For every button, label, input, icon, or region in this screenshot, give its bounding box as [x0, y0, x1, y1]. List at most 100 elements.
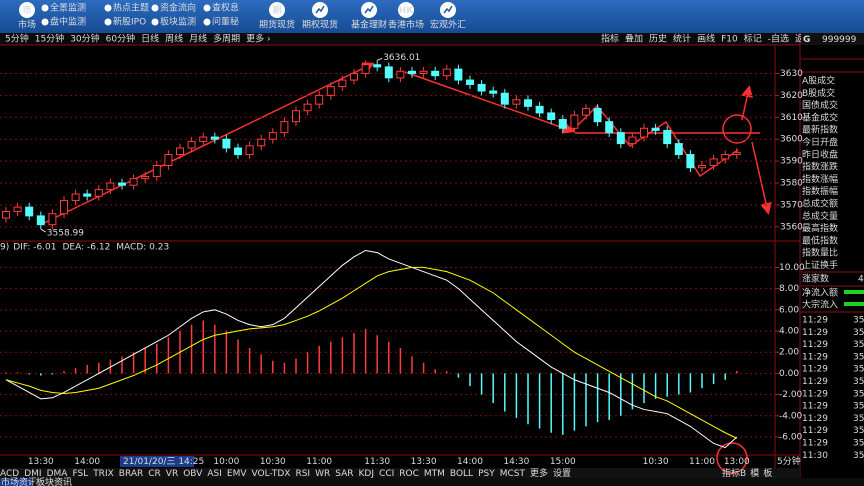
- news-tab[interactable]: 板块资讯: [36, 476, 72, 486]
- tool-button[interactable]: 标记: [744, 33, 762, 45]
- tool-button[interactable]: 画线: [697, 33, 715, 45]
- candle-body: [25, 206, 34, 217]
- toolbar-glyph: [364, 5, 374, 14]
- candle-body: [605, 121, 614, 134]
- period-tab[interactable]: 多周期: [213, 33, 240, 45]
- indicator-tab[interactable]: CCI: [379, 469, 394, 479]
- tick-time: 11:30: [802, 451, 828, 461]
- indicator-tab[interactable]: PSY: [478, 469, 495, 479]
- period-tab[interactable]: 60分钟: [106, 33, 135, 45]
- candle-body: [593, 108, 602, 123]
- period-tab[interactable]: 30分钟: [70, 33, 99, 45]
- indicator-tab[interactable]: 设置: [553, 468, 571, 479]
- indicator-tab[interactable]: TRIX: [92, 469, 114, 479]
- indicator-tab[interactable]: BRAR: [119, 469, 143, 479]
- toolbar-item[interactable]: 热点主题: [113, 2, 149, 14]
- indicator-tab[interactable]: SAR: [335, 469, 353, 479]
- toolbar-label[interactable]: 基金理财: [351, 19, 387, 31]
- period-tab[interactable]: 月线: [189, 33, 207, 45]
- toolbar-label[interactable]: 宏观外汇: [430, 19, 466, 31]
- flow-bar: [844, 290, 864, 294]
- indicator-tab[interactable]: MTM: [424, 469, 445, 479]
- indicator-tab[interactable]: MCST: [500, 469, 526, 479]
- toolbar-item[interactable]: 新股IPO: [113, 16, 146, 28]
- toolbar-icon-text: 期: [272, 4, 281, 16]
- toolbar-item[interactable]: 问董秘: [212, 16, 239, 28]
- indicator-tab[interactable]: WR: [315, 469, 330, 479]
- candle-body: [408, 70, 416, 74]
- candle-body: [350, 72, 358, 81]
- toolbar-item[interactable]: 资金流向: [160, 2, 196, 14]
- candle-body: [36, 215, 45, 226]
- toolbar-small-icon: [41, 18, 49, 26]
- indicator-tab[interactable]: FSL: [72, 469, 88, 479]
- indicator-tab[interactable]: ROC: [399, 469, 419, 479]
- tick-value: 35: [853, 365, 864, 375]
- stat-label: 上证换手: [802, 259, 838, 271]
- template-tab[interactable]: 指标B: [722, 467, 746, 479]
- toolbar-item[interactable]: 盘中监测: [50, 16, 86, 28]
- indicator-tab[interactable]: KDJ: [359, 469, 375, 479]
- template-tab[interactable]: 模: [750, 468, 759, 479]
- toolbar-label[interactable]: 市场: [18, 19, 36, 31]
- indicator-header: 9): [0, 243, 9, 253]
- toolbar-item[interactable]: 查权息: [212, 2, 239, 14]
- indicator-tab[interactable]: DMI: [24, 469, 41, 479]
- toolbar-glyph: [443, 5, 453, 14]
- toolbar-small-icon: [104, 4, 112, 12]
- candle-body: [384, 66, 393, 79]
- tool-button[interactable]: 叠加: [625, 34, 643, 45]
- y-tick-label: 0.00: [779, 369, 799, 379]
- indicator-bar-bg: [0, 468, 800, 478]
- indicator-tab[interactable]: CR: [148, 469, 161, 479]
- toolbar-label[interactable]: 香港市场: [388, 19, 424, 31]
- tool-button[interactable]: 历史: [649, 33, 667, 45]
- y-tick-label: -6.00: [779, 432, 803, 442]
- news-tab[interactable]: 市场资讯: [1, 476, 37, 486]
- indicator-tab[interactable]: 更多: [530, 467, 548, 479]
- tool-button[interactable]: 统计: [673, 33, 691, 45]
- code-prefix: G: [803, 35, 810, 45]
- toolbar-item[interactable]: 板块监测: [160, 16, 196, 28]
- indicator-tab[interactable]: VR: [166, 469, 178, 479]
- extreme-pointer: [40, 228, 47, 233]
- tool-button[interactable]: F10: [721, 35, 738, 45]
- candle-body: [442, 68, 451, 77]
- candle-body: [570, 114, 579, 129]
- toolbar-bg: [0, 0, 864, 33]
- period-tab[interactable]: 周线: [165, 33, 183, 45]
- stat-label: 指数量比: [802, 247, 838, 259]
- tick-value: 35: [853, 316, 864, 326]
- indicator-tab[interactable]: OBV: [183, 469, 203, 479]
- toolbar-label[interactable]: 期权现货: [302, 19, 338, 31]
- indicator-tab[interactable]: ACD: [0, 469, 19, 479]
- tool-button[interactable]: 指标: [601, 33, 619, 45]
- candle-body: [234, 147, 242, 156]
- period-tab[interactable]: 5分钟: [5, 33, 29, 45]
- template-tab[interactable]: 板: [763, 467, 772, 479]
- candle-body: [686, 154, 695, 169]
- candle-body: [489, 90, 498, 94]
- y-tick-label: -4.00: [779, 411, 803, 421]
- stat-label: 最低指数: [802, 234, 838, 246]
- legend-label: DEA: -6.12: [63, 243, 111, 253]
- candle-body: [512, 99, 521, 105]
- legend-label: DIF: -6.01: [13, 243, 56, 253]
- period-tab[interactable]: 15分钟: [35, 33, 64, 45]
- indicator-tab[interactable]: BOLL: [450, 469, 473, 479]
- indicator-tab[interactable]: RSI: [295, 469, 310, 479]
- period-tab[interactable]: 更多 ›: [246, 33, 270, 45]
- period-tab[interactable]: 日线: [141, 33, 159, 45]
- indicator-tab[interactable]: ASI: [207, 469, 222, 479]
- toolbar-icon-text[interactable]: 市: [22, 4, 31, 16]
- indicator-tab[interactable]: VOL-TDX: [252, 469, 291, 479]
- candle-body: [152, 165, 161, 177]
- indicator-tab[interactable]: EMV: [227, 469, 247, 479]
- toolbar-label[interactable]: 期货现货: [259, 19, 295, 31]
- extreme-pointer: [377, 57, 383, 61]
- toolbar-item[interactable]: 全景监测: [50, 2, 86, 14]
- stat-label: 最新指数: [802, 124, 838, 136]
- x-tick-label: 13:00: [724, 457, 750, 467]
- tool-button[interactable]: -自选: [768, 33, 789, 45]
- indicator-tab[interactable]: DMA: [47, 469, 69, 479]
